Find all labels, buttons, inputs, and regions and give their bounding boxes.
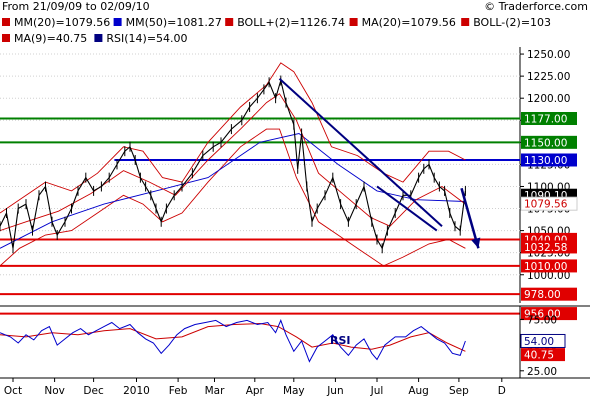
price-y-tick-label: 1225.00	[527, 71, 570, 83]
legend-label: BOLL-(2)=103	[473, 16, 551, 29]
x-tick-label: Jun	[326, 385, 343, 397]
price-series	[0, 75, 466, 254]
level-tag-label: 956.00	[524, 309, 561, 321]
legend-row-1: MM(20)=1079.56 MM(50)=1081.27 BOLL+(2)=112…	[2, 16, 551, 29]
value-tag-label: 1079.56	[524, 199, 568, 211]
level-tag-label: 1177.00	[524, 114, 567, 126]
legend-row-2: MA(9)=40.75 RSI(14)=54.00	[2, 32, 188, 45]
price-y-tick-label: 1000.00	[527, 270, 570, 282]
level-tag-label: 1010.00	[524, 261, 567, 273]
level-tag-bg	[521, 112, 577, 126]
legend-swatch	[113, 18, 122, 26]
price-plot-frame	[0, 47, 520, 303]
date-range-label: From 21/09/09 to 02/09/10	[2, 0, 150, 13]
legend-label: MA(20)=1079.56	[362, 16, 456, 29]
legend-swatch	[94, 34, 103, 42]
level-tag-bg	[521, 287, 577, 301]
level-tag-bg	[521, 259, 577, 273]
legend-label: RSI(14)=54.00	[106, 32, 187, 45]
x-tick-label: Aug	[408, 385, 429, 397]
legend-swatch	[349, 18, 358, 26]
legend-label: MA(9)=40.75	[14, 32, 87, 45]
x-tick-label: D	[498, 385, 506, 397]
value-tag-bg	[521, 240, 577, 254]
x-tick-label: Sep	[449, 385, 469, 397]
legend-swatch	[2, 18, 10, 26]
bollinger-bands	[0, 62, 466, 267]
bollinger-upper-line	[0, 62, 466, 214]
arrow-shaft	[460, 187, 480, 249]
price-panel: 1250.001225.001200.001175.001150.001125.…	[0, 47, 578, 321]
x-tick-label: Mar	[205, 385, 225, 397]
price-y-tick-label: 1250.00	[527, 49, 570, 61]
x-tick-label: Feb	[169, 385, 188, 397]
legend-label: MM(20)=1079.56	[14, 16, 110, 29]
rsi-value-tag-label: 40.75	[524, 350, 554, 362]
price-y-tick-label: 1200.00	[527, 93, 570, 105]
legend-label: BOLL+(2)=1126.74	[237, 16, 345, 29]
rsi-value-tags: 54.00 40.75	[520, 333, 566, 362]
level-tag-label: 1130.00	[524, 155, 567, 167]
trendline	[278, 78, 443, 227]
level-tag-bg	[521, 307, 577, 321]
bollinger-lower-line	[0, 128, 466, 267]
x-tick-label: Apr	[246, 385, 265, 397]
level-tag-label: 1150.00	[524, 137, 567, 149]
x-tick-label: 2010	[123, 385, 150, 397]
rsi-y-tick-label: 75.00	[527, 314, 557, 326]
rsi-value-tag-label: 54.00	[524, 336, 554, 348]
mm50-line	[0, 133, 466, 249]
rsi-value-tag-bg	[520, 333, 566, 348]
rsi-ma-line	[0, 322, 466, 352]
x-tick-label: Dec	[83, 385, 104, 397]
x-tick-label: Nov	[44, 385, 65, 397]
level-tag-bg	[521, 153, 577, 167]
level-tag-label: 978.00	[524, 289, 561, 301]
copyright-label: © Traderforce.com	[484, 0, 588, 13]
arrow-head	[471, 237, 481, 249]
trendline	[376, 185, 438, 232]
rsi-value-tag-bg	[521, 348, 565, 362]
legend-swatch	[461, 18, 470, 26]
rsi-line	[0, 319, 466, 363]
trendlines	[278, 78, 443, 232]
legend-label: MM(50)=1081.27	[126, 16, 222, 29]
x-axis: Oct Nov Dec 2010 Feb Mar Apr May Jun Jul Aug Sep D	[4, 378, 506, 397]
value-tag-label: 1032.58	[524, 242, 567, 254]
x-tick-label: Jul	[370, 385, 384, 397]
forecast-arrow	[460, 187, 481, 249]
level-tag-bg	[521, 135, 577, 149]
legend-swatch	[2, 34, 10, 42]
mm20-line	[0, 93, 466, 232]
rsi-y-tick-label: 25.00	[527, 366, 557, 378]
x-tick-label: May	[283, 385, 305, 397]
rsi-annotation: RSI	[330, 334, 351, 347]
value-tag-bg	[520, 196, 578, 211]
rsi-series	[0, 319, 466, 363]
legend-swatch	[225, 18, 234, 26]
x-tick-label: Oct	[4, 385, 22, 397]
moving-averages	[0, 93, 466, 249]
